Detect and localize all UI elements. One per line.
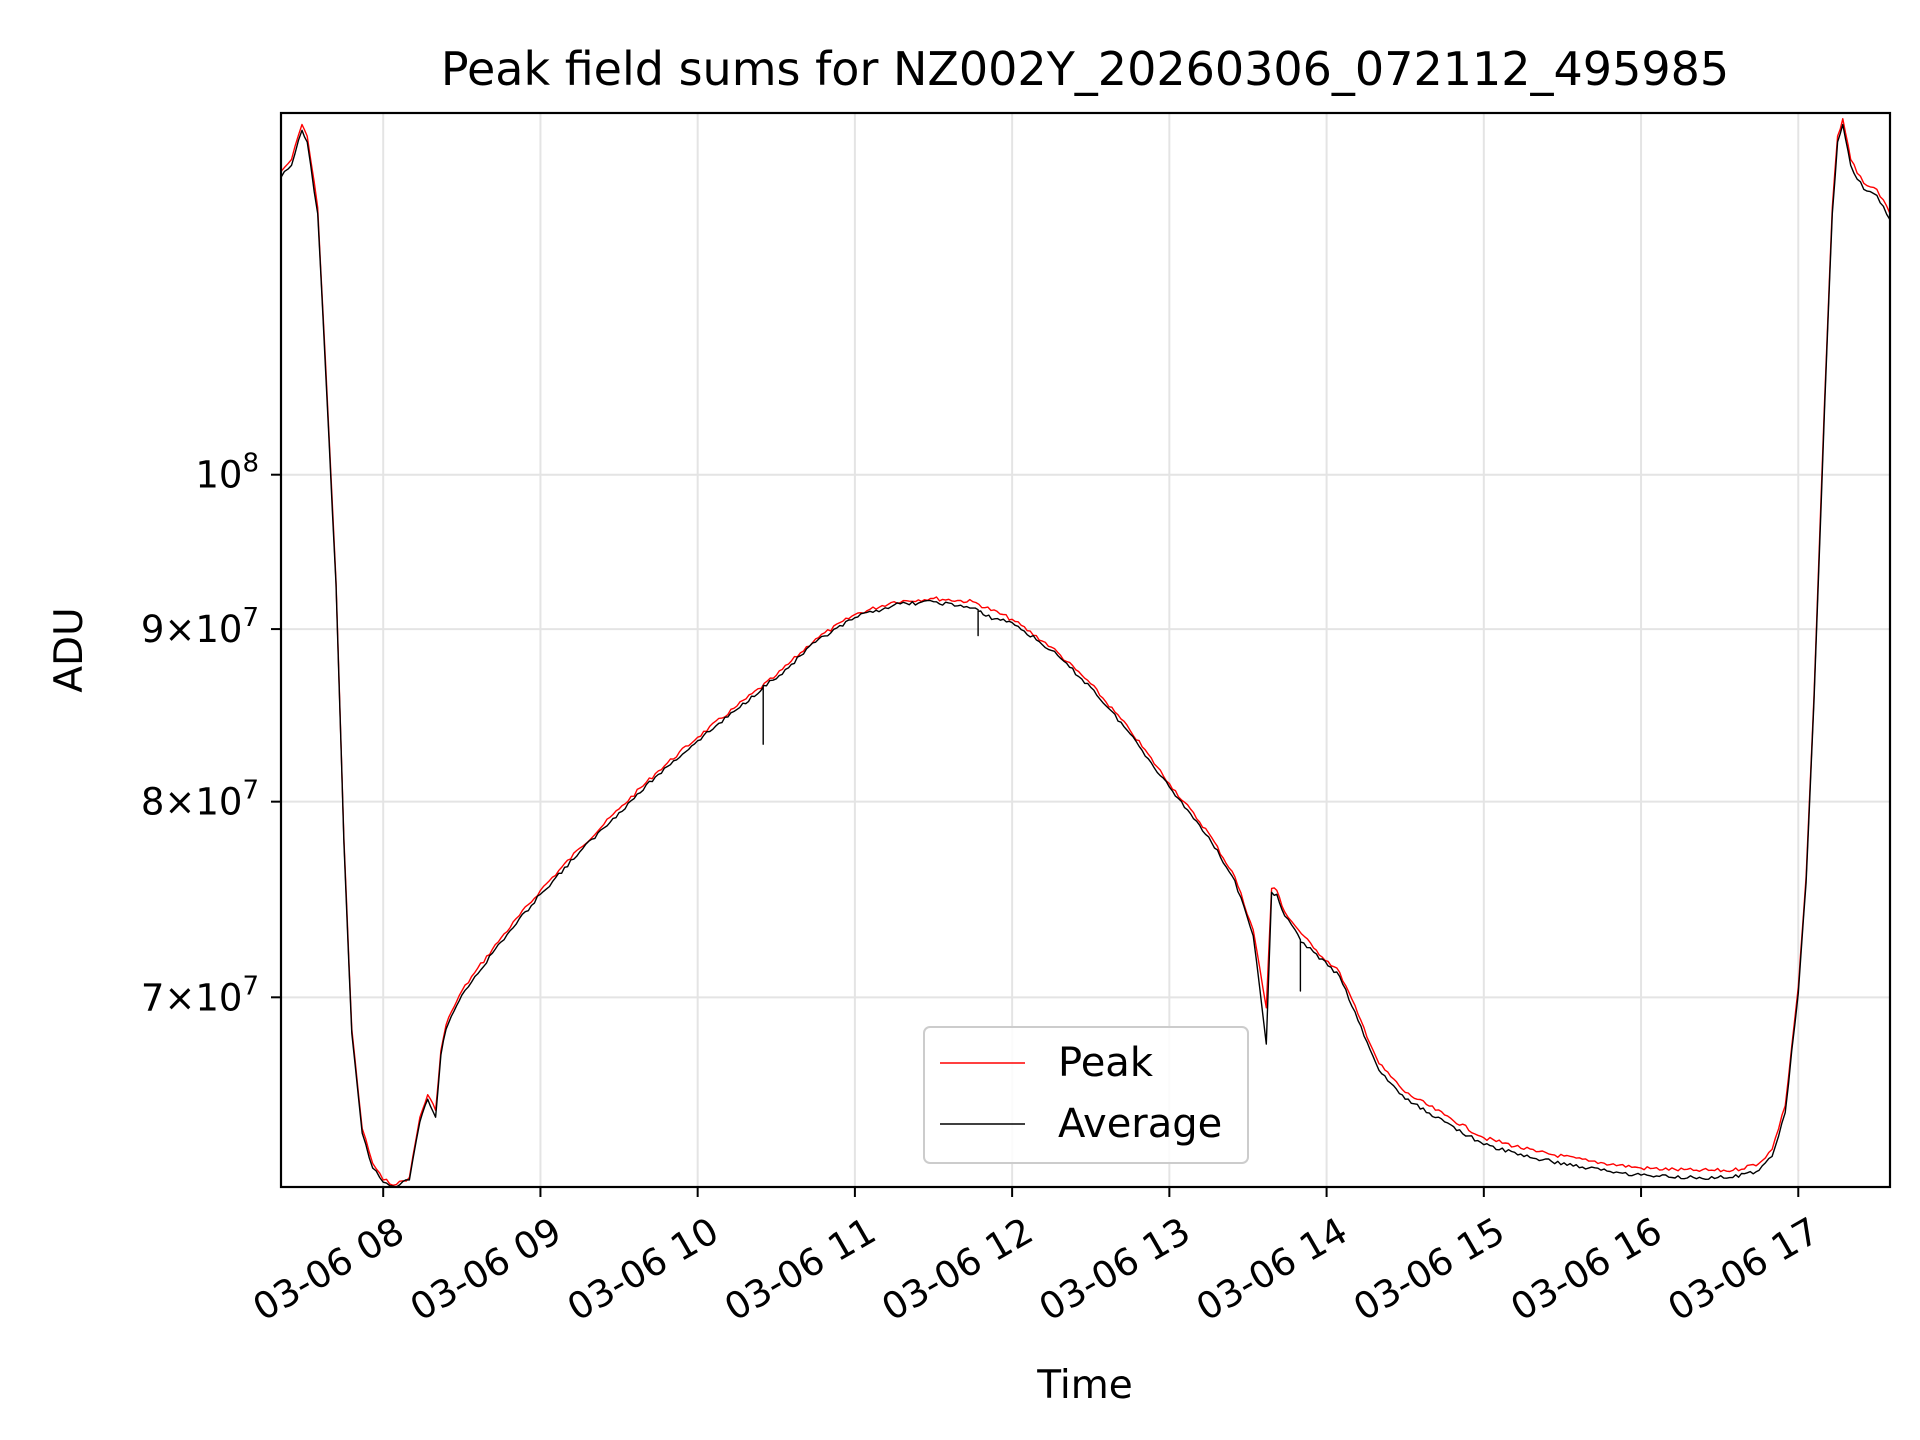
y-tick-label: 9×107 — [141, 603, 259, 651]
series-line-peak — [280, 118, 1891, 1186]
series-line-average — [280, 123, 1891, 1188]
y-tick-label: 7×107 — [141, 971, 259, 1019]
grid-lines — [281, 113, 1890, 1187]
legend-average-label: Average — [1058, 1101, 1222, 1147]
y-tick-label: 8×107 — [141, 776, 259, 824]
legend-peak-label: Peak — [1058, 1040, 1154, 1086]
data-series — [280, 118, 1891, 1188]
legend-box — [923, 1026, 1249, 1164]
y-tick-label: 108 — [195, 449, 259, 497]
plot-frame — [279, 111, 1892, 1189]
legend: Peak Average — [923, 1026, 1249, 1164]
y-axis-label: ADU — [47, 607, 92, 692]
x-axis-label: Time — [1036, 1363, 1132, 1408]
chart-title: Peak field sums for NZ002Y_20260306_0721… — [441, 42, 1729, 96]
